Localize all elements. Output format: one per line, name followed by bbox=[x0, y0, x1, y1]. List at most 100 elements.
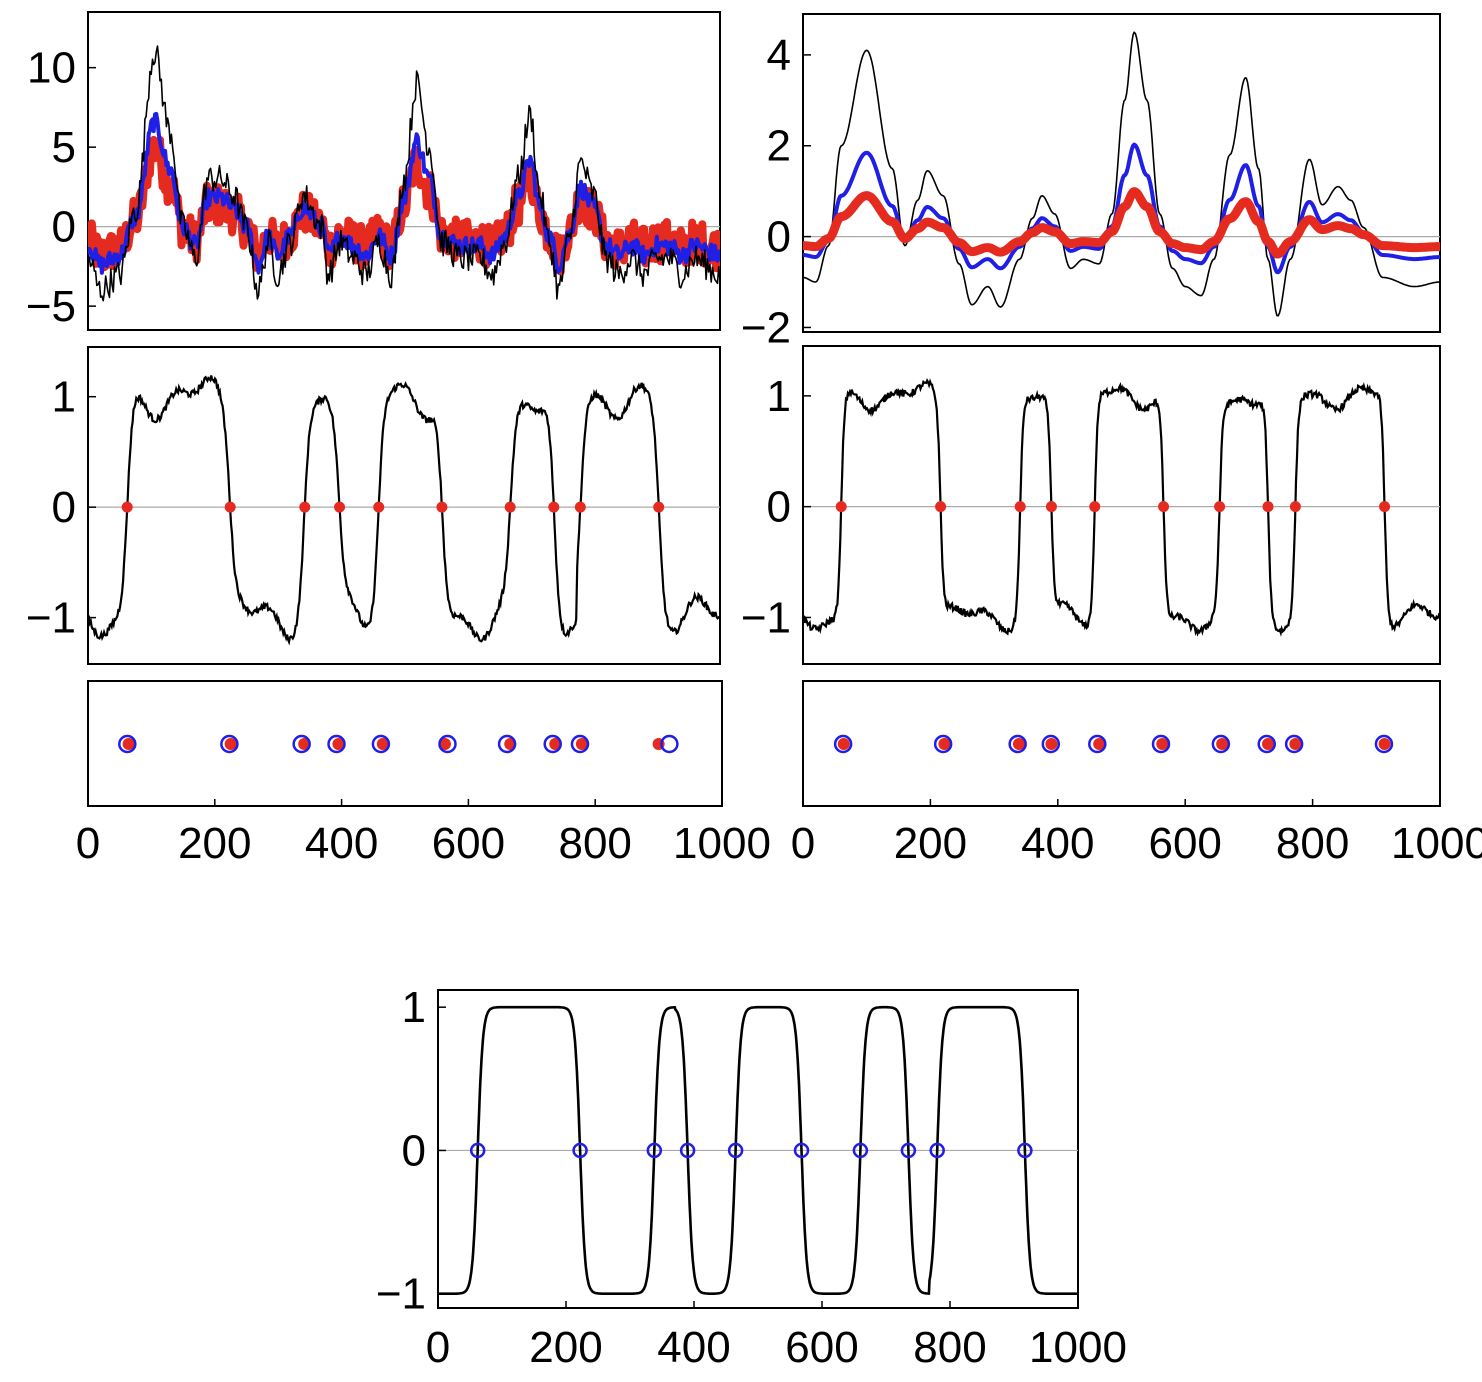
blue-point-marker bbox=[1257, 734, 1276, 754]
red-point-marker bbox=[1289, 738, 1302, 750]
zero-crossing-marker bbox=[1214, 501, 1226, 513]
zero-crossing-marker bbox=[835, 501, 847, 513]
x-tick-label: 0 bbox=[76, 819, 100, 868]
y-tick-label: 5 bbox=[52, 123, 76, 172]
blue-point-marker bbox=[833, 734, 853, 754]
zero-crossing-marker bbox=[900, 1142, 917, 1159]
zero-crossing-marker bbox=[334, 501, 346, 513]
zero-crossing-marker bbox=[121, 501, 133, 513]
zero-crossing-marker bbox=[504, 501, 516, 513]
x-tick-label: 0 bbox=[426, 1323, 450, 1372]
series-black-line bbox=[88, 45, 720, 302]
zero-crossing-marker bbox=[1089, 501, 1101, 513]
red-point-marker bbox=[298, 738, 311, 750]
zero-crossing-marker bbox=[1158, 501, 1170, 513]
blue-point-marker bbox=[1211, 734, 1231, 754]
y-tick-label: 0 bbox=[52, 483, 76, 532]
x-tick-label: 200 bbox=[894, 819, 967, 868]
x-tick-label: 600 bbox=[1148, 819, 1221, 868]
zero-crossing-marker bbox=[574, 501, 586, 513]
red-point-marker bbox=[1216, 738, 1229, 750]
y-tick-label: 0 bbox=[52, 203, 76, 252]
series-black-line bbox=[803, 31, 1440, 317]
panel-top-left-frame bbox=[87, 11, 721, 331]
square-wave-line bbox=[438, 1005, 1078, 1295]
panel-markers-right-frame bbox=[802, 680, 1441, 807]
blue-point-marker bbox=[438, 734, 457, 754]
zero-crossing-marker bbox=[373, 501, 385, 513]
blue-point-marker bbox=[220, 734, 239, 754]
x-tick-label: 600 bbox=[785, 1323, 858, 1372]
x-tick-label: 200 bbox=[529, 1323, 602, 1372]
zero-crossing-marker bbox=[852, 1142, 869, 1159]
zero-crossing-marker bbox=[646, 1142, 663, 1159]
zero-crossing-marker bbox=[1017, 1142, 1033, 1159]
zero-crossing-marker bbox=[935, 501, 947, 513]
red-point-marker bbox=[332, 738, 345, 750]
blue-point-marker bbox=[327, 734, 346, 754]
blue-point-marker bbox=[1151, 734, 1171, 754]
y-tick-label: −1 bbox=[26, 594, 76, 643]
x-tick-label: 600 bbox=[432, 819, 505, 868]
zero-crossing-marker bbox=[929, 1142, 945, 1159]
blue-point-marker bbox=[1374, 734, 1394, 754]
series-blue-line bbox=[88, 111, 720, 275]
y-tick-label: −1 bbox=[376, 1270, 426, 1319]
y-tick-label: −5 bbox=[26, 282, 76, 331]
blue-point-marker bbox=[543, 734, 562, 754]
red-point-marker bbox=[1378, 738, 1391, 750]
blue-point-marker bbox=[570, 734, 590, 754]
red-point-marker bbox=[575, 738, 588, 750]
panel-bottom-frame bbox=[437, 989, 1079, 1309]
x-tick-label: 200 bbox=[178, 819, 251, 868]
blue-point-marker bbox=[1041, 734, 1061, 754]
zero-crossing-marker bbox=[548, 501, 560, 513]
blue-point-marker bbox=[660, 734, 679, 754]
series-red-line bbox=[803, 187, 1440, 259]
y-tick-label: 0 bbox=[767, 483, 791, 532]
red-point-marker bbox=[1012, 738, 1025, 750]
zero-crossing-marker bbox=[299, 501, 311, 513]
zero-crossing-marker bbox=[727, 1142, 744, 1159]
signal-line bbox=[803, 378, 1440, 637]
x-tick-label: 400 bbox=[305, 819, 378, 868]
x-tick-label: 1000 bbox=[1029, 1323, 1127, 1372]
y-tick-label: −1 bbox=[741, 593, 791, 642]
blue-point-marker bbox=[371, 734, 391, 754]
red-point-marker bbox=[549, 738, 562, 750]
zero-crossing-marker bbox=[1014, 501, 1026, 513]
panel-mid-left-frame bbox=[87, 346, 721, 665]
x-tick-label: 400 bbox=[657, 1323, 730, 1372]
zero-crossing-marker bbox=[572, 1142, 588, 1159]
y-tick-label: 1 bbox=[767, 372, 791, 421]
zero-crossing-marker bbox=[679, 1142, 696, 1159]
blue-point-marker bbox=[1088, 734, 1107, 754]
zero-crossing-marker bbox=[1379, 501, 1391, 513]
red-point-marker bbox=[1093, 738, 1106, 750]
y-tick-label: 4 bbox=[767, 31, 791, 80]
x-tick-label: 800 bbox=[1276, 819, 1349, 868]
y-tick-label: 2 bbox=[767, 122, 791, 171]
x-tick-label: 1000 bbox=[1391, 819, 1482, 868]
blue-point-marker bbox=[292, 734, 311, 754]
zero-crossing-marker bbox=[1262, 501, 1274, 513]
signal-line bbox=[88, 375, 720, 646]
red-point-marker bbox=[376, 738, 389, 750]
red-point-marker bbox=[938, 738, 951, 750]
blue-point-marker bbox=[497, 734, 517, 754]
zero-crossing-marker bbox=[469, 1142, 486, 1159]
zero-crossing-marker bbox=[1289, 501, 1301, 513]
blue-point-marker bbox=[933, 734, 953, 754]
y-tick-label: 0 bbox=[402, 1126, 426, 1175]
red-point-marker bbox=[438, 738, 451, 750]
x-tick-label: 400 bbox=[1021, 819, 1094, 868]
zero-crossing-marker bbox=[436, 501, 448, 513]
y-tick-label: 1 bbox=[402, 983, 426, 1032]
x-tick-label: 800 bbox=[558, 819, 631, 868]
zero-crossing-marker bbox=[793, 1142, 810, 1159]
red-point-marker bbox=[1156, 738, 1169, 750]
zero-crossing-marker bbox=[224, 501, 236, 513]
x-tick-label: 0 bbox=[791, 819, 815, 868]
zero-crossing-marker bbox=[653, 501, 665, 513]
